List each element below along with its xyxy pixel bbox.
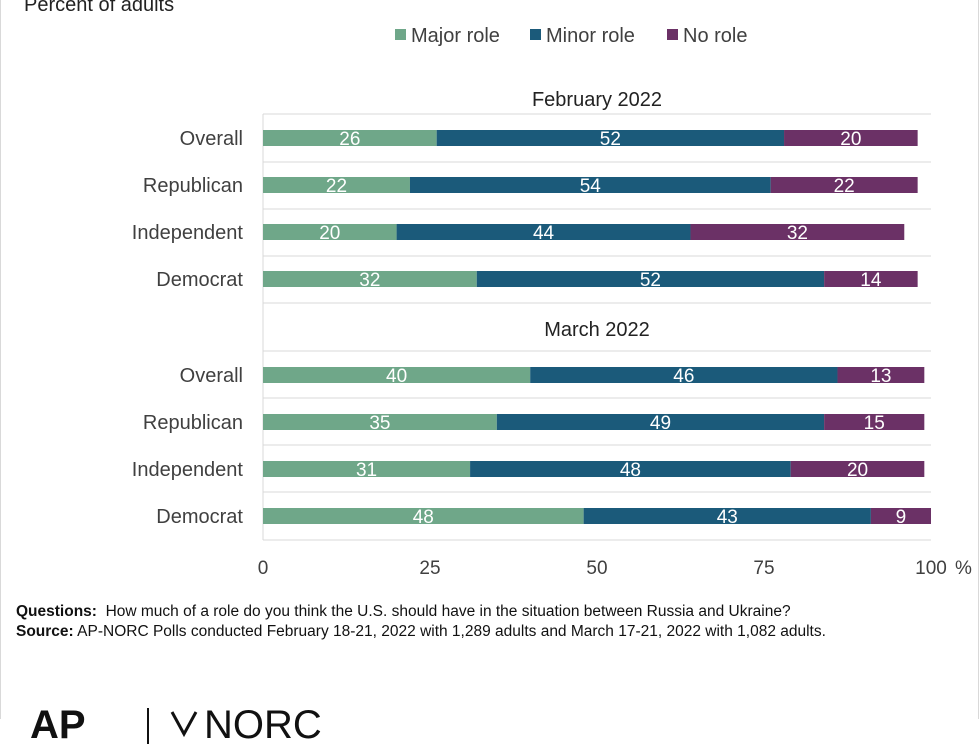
logo-norc-text: NORC: [204, 704, 322, 744]
data-label: 52: [640, 270, 661, 291]
data-label: 32: [787, 223, 808, 244]
data-label: 48: [413, 507, 434, 528]
data-label: 48: [620, 460, 641, 481]
bar-segment: [790, 461, 925, 477]
data-label: 15: [864, 413, 885, 434]
bar-segment: [870, 508, 931, 524]
data-label: 44: [533, 223, 555, 244]
bar-segment: [436, 130, 785, 146]
bar-segment: [470, 461, 791, 477]
data-label: 46: [673, 366, 694, 387]
legend-swatch-1: [395, 29, 406, 40]
bar-segment: [263, 367, 531, 383]
legend-swatch-3: [667, 29, 678, 40]
category-label: Overall: [180, 365, 243, 387]
data-label: 22: [834, 176, 855, 197]
x-tick-label: 75: [753, 558, 774, 579]
group-title-2: March 2022: [544, 319, 650, 341]
chart-notes: Questions: How much of a role do you thi…: [16, 602, 966, 642]
legend-label-2: Minor role: [546, 25, 635, 47]
bar-segment: [784, 130, 918, 146]
data-label: 26: [339, 129, 360, 150]
bar-segment: [263, 130, 437, 146]
bar-segment: [530, 367, 838, 383]
chart-subtitle: Percent of adults: [24, 0, 175, 16]
data-label: 32: [359, 270, 380, 291]
group-title-1: February 2022: [532, 89, 662, 111]
logo-ap-text: AP: [30, 704, 86, 744]
data-label: 49: [650, 413, 671, 434]
data-label: 20: [319, 223, 340, 244]
source-label: Source:: [16, 623, 74, 640]
bar-segment: [690, 224, 905, 240]
data-label: 54: [580, 176, 602, 197]
bar-segment: [263, 224, 397, 240]
bar-segment: [824, 271, 918, 287]
bar-segment: [837, 367, 925, 383]
category-label: Republican: [143, 412, 243, 434]
bar-segment: [496, 414, 825, 430]
category-label: Republican: [143, 175, 243, 197]
legend-swatch-2: [530, 29, 541, 40]
bar-segment: [396, 224, 691, 240]
category-label: Overall: [180, 128, 243, 150]
bar-segment: [263, 461, 471, 477]
logo-mark-icon: [170, 711, 198, 738]
source-note: Source: AP-NORC Polls conducted February…: [16, 622, 966, 642]
data-label: 22: [326, 176, 347, 197]
questions-label: Questions:: [16, 603, 97, 620]
x-tick-label: 50: [586, 558, 607, 579]
data-label: 20: [840, 129, 861, 150]
bar-segment: [263, 271, 477, 287]
x-tick-label: 25: [419, 558, 440, 579]
bar-segment: [770, 177, 918, 193]
x-unit-label: %: [955, 558, 972, 579]
data-label: 35: [369, 413, 390, 434]
category-label: Independent: [132, 222, 244, 244]
stacked-bar-chart: Major role Minor role No role February 2022…: [132, 25, 972, 579]
bar-segment: [824, 414, 925, 430]
legend-label-3: No role: [683, 25, 747, 47]
bar-segment: [263, 414, 497, 430]
data-label: 52: [600, 129, 621, 150]
data-label: 31: [356, 460, 377, 481]
data-label: 13: [870, 366, 891, 387]
bar-segment: [409, 177, 771, 193]
data-label: 14: [860, 270, 882, 291]
category-label: Democrat: [156, 506, 243, 528]
bar-segment: [263, 508, 584, 524]
category-label: Democrat: [156, 269, 243, 291]
questions-text: How much of a role do you think the U.S.…: [105, 603, 791, 620]
data-label: 9: [896, 507, 907, 528]
x-tick-label: 0: [258, 558, 269, 579]
ap-norc-logo: AP NORC: [30, 704, 390, 744]
data-label: 43: [717, 507, 738, 528]
data-label: 20: [847, 460, 868, 481]
bar-segment: [263, 177, 410, 193]
questions-note: Questions: How much of a role do you thi…: [16, 602, 966, 622]
x-tick-label: 100: [915, 558, 947, 579]
data-label: 40: [386, 366, 407, 387]
category-label: Independent: [132, 459, 244, 481]
bar-segment: [476, 271, 825, 287]
legend-label-1: Major role: [411, 25, 500, 47]
bar-segment: [583, 508, 871, 524]
source-text: AP-NORC Polls conducted February 18-21, …: [77, 623, 826, 640]
